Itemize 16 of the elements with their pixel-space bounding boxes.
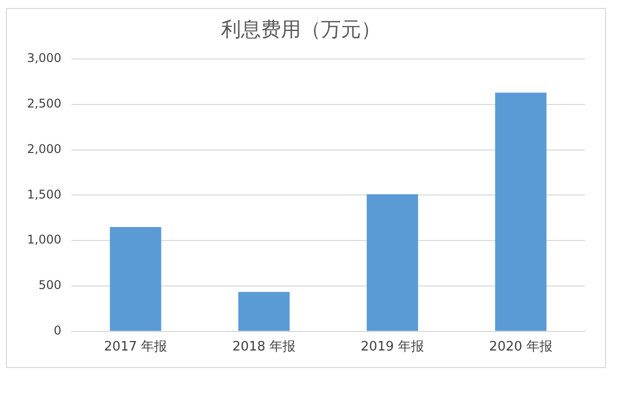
bar <box>366 194 418 331</box>
bar <box>238 292 290 331</box>
y-tick-label: 0 <box>54 324 62 338</box>
bar <box>495 92 546 331</box>
chart-title: 利息费用（万元） <box>221 17 381 42</box>
y-tick-label: 3,000 <box>26 51 62 66</box>
x-tick-label: 2019 年报 <box>360 340 424 355</box>
bar <box>110 226 162 331</box>
y-tick-label: 2,000 <box>26 142 62 156</box>
y-tick-label: 500 <box>38 278 62 292</box>
y-tick-label: 2,500 <box>26 96 62 111</box>
y-tick-label: 1,000 <box>26 232 62 247</box>
x-tick-label: 2020 年报 <box>489 340 552 355</box>
x-tick-label: 2017 年报 <box>104 340 168 355</box>
y-tick-label: 1,500 <box>26 187 62 202</box>
x-tick-label: 2018 年报 <box>232 340 296 355</box>
